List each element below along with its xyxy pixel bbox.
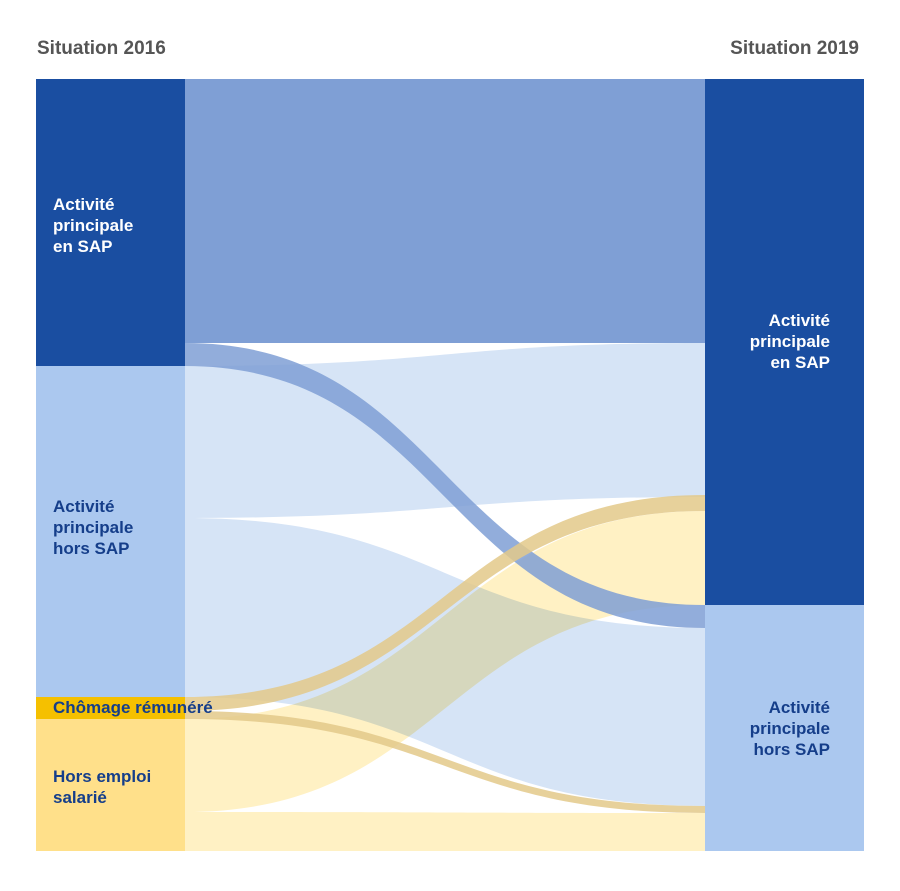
left-node-label-l2: Activité principale hors SAP [53,497,133,558]
left-column-title: Situation 2016 [37,38,166,59]
left-node-label-line: Activité [53,195,114,214]
flow-l1-to-r1 [185,79,705,343]
flow-l1-to-r2 [185,343,705,628]
left-node-label-line: Chômage rémunéré [53,698,213,717]
right-node-label-line: principale [750,719,830,738]
right-node-label-r2: Activité principale hors SAP [750,698,830,759]
flows-layer [185,79,705,851]
right-node-label-line: en SAP [770,353,830,372]
left-node-label-l4: Hors emploi salarié [53,767,151,807]
right-node-label-line: principale [750,332,830,351]
right-node-label-line: Activité [769,311,830,330]
nodes-layer [36,79,864,851]
left-node-label-l1: Activité principale en SAP [53,195,133,256]
left-node-l4 [36,719,185,851]
right-node-label-r1: Activité principale en SAP [750,311,830,372]
left-node-l3 [36,697,185,719]
left-node-label-line: principale [53,216,133,235]
left-node-label-line: en SAP [53,237,113,256]
right-node-label-line: Activité [769,698,830,717]
left-node-label-line: hors SAP [53,539,130,558]
flow-l3-to-r1 [185,495,705,711]
right-node-r2 [705,605,864,851]
left-node-l1 [36,79,185,366]
right-node-r1 [705,79,864,605]
left-node-label-line: Activité [53,497,114,516]
left-node-l2 [36,366,185,697]
left-node-label-line: salarié [53,788,107,807]
flow-l4-to-r2 [185,812,705,851]
right-column-title: Situation 2019 [730,38,859,59]
flow-l3-to-r2 [185,711,705,813]
labels-layer: Activité principale en SAP Activité principa… [53,195,830,807]
right-node-label-line: hors SAP [753,740,830,759]
left-node-label-line: Hors emploi [53,767,151,786]
left-node-label-l3: Chômage rémunéré [53,698,213,717]
left-node-label-line: principale [53,518,133,537]
